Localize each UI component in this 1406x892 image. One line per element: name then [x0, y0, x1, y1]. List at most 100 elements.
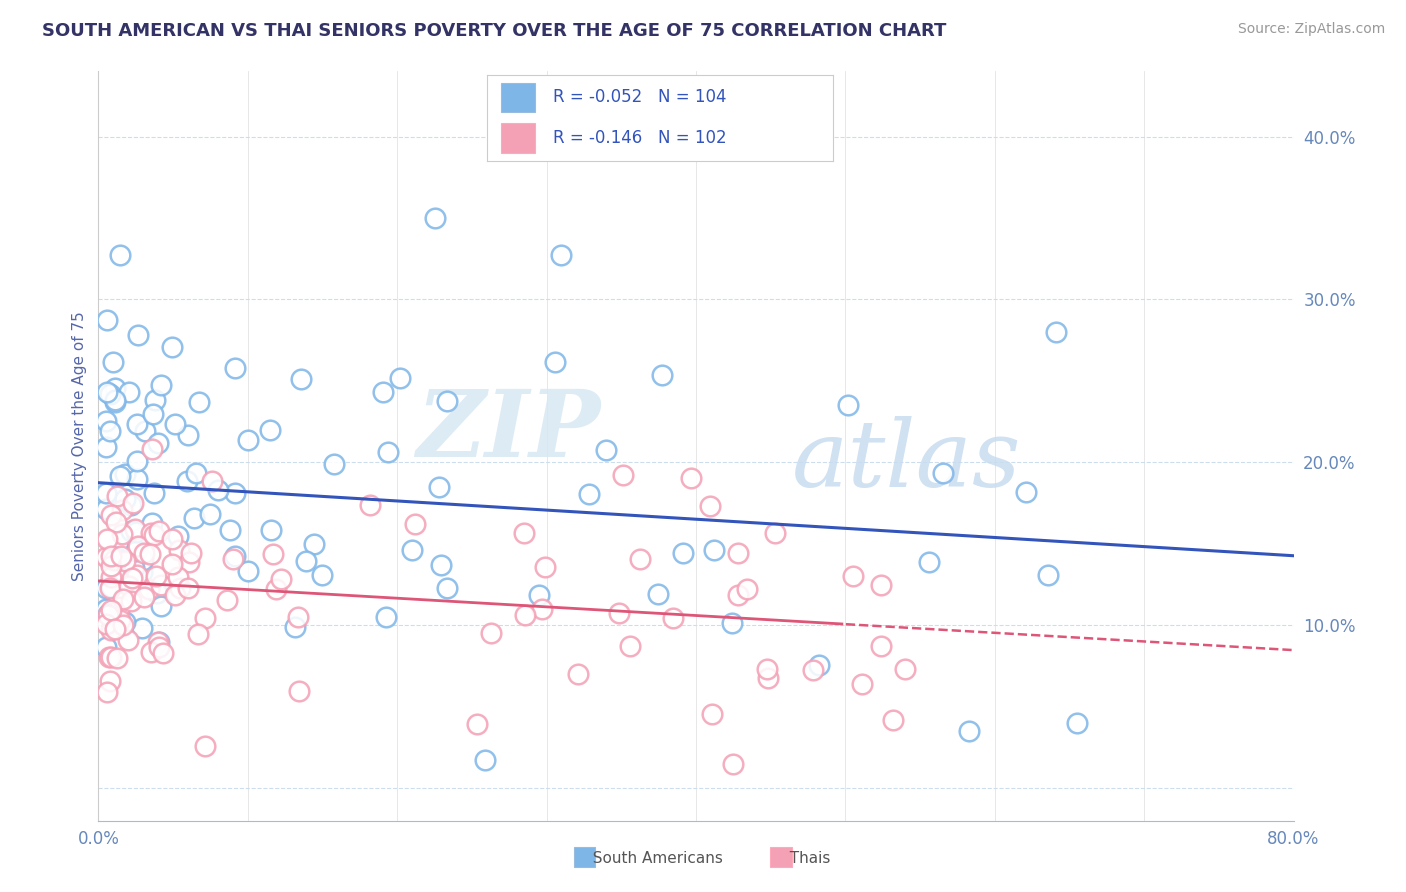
Point	[238, 433, 260, 447]
Point	[100, 603, 122, 617]
Point	[699, 500, 721, 514]
Point	[96, 601, 118, 615]
Bar	[574, 847, 595, 867]
Point	[108, 613, 131, 627]
Point	[619, 640, 641, 654]
Point	[515, 608, 537, 623]
Point	[607, 606, 630, 620]
Point	[96, 685, 118, 699]
Point	[94, 414, 117, 428]
Point	[145, 569, 167, 583]
Point	[479, 626, 502, 640]
Point	[121, 496, 143, 510]
Point	[727, 588, 749, 602]
Point	[96, 384, 118, 399]
Point	[94, 581, 117, 595]
Point	[544, 355, 567, 369]
Point	[612, 467, 634, 482]
Point	[94, 486, 117, 500]
Text: ZIP: ZIP	[416, 386, 600, 476]
Point	[1015, 485, 1038, 500]
Point	[148, 634, 170, 648]
Point	[103, 553, 125, 567]
Point	[110, 549, 132, 563]
Point	[139, 525, 162, 540]
Point	[127, 472, 149, 486]
Point	[763, 525, 786, 540]
Point	[423, 211, 446, 225]
Point	[145, 585, 167, 599]
Point	[110, 248, 132, 262]
Point	[167, 570, 190, 584]
Point	[152, 646, 174, 660]
Point	[238, 564, 260, 578]
Point	[721, 615, 744, 630]
Point	[120, 593, 142, 607]
Point	[104, 394, 127, 409]
Point	[801, 663, 824, 677]
Point	[142, 486, 165, 500]
Point	[131, 621, 153, 635]
Point	[145, 393, 167, 408]
Point	[105, 651, 128, 665]
Point	[194, 739, 217, 754]
Point	[647, 587, 669, 601]
Point	[374, 610, 396, 624]
Point	[117, 632, 139, 647]
Point	[139, 645, 162, 659]
Point	[166, 529, 188, 543]
Point	[132, 529, 155, 543]
Point	[177, 427, 200, 442]
Point	[134, 425, 156, 439]
Point	[118, 579, 141, 593]
Point	[125, 524, 148, 539]
Point	[290, 372, 312, 386]
Point	[150, 378, 173, 392]
Point	[97, 607, 120, 621]
Point	[112, 591, 135, 606]
Point	[529, 589, 551, 603]
Point	[201, 474, 224, 488]
Point	[98, 650, 121, 665]
Point	[700, 706, 723, 721]
Text: Source: ZipAtlas.com: Source: ZipAtlas.com	[1237, 22, 1385, 37]
Point	[149, 599, 172, 613]
Point	[595, 442, 617, 457]
Point	[222, 551, 245, 566]
Point	[264, 582, 287, 597]
Point	[436, 394, 458, 409]
Point	[114, 554, 136, 568]
Point	[124, 522, 146, 536]
Point	[218, 523, 240, 537]
Point	[404, 516, 426, 531]
Point	[167, 542, 190, 557]
Point	[184, 466, 207, 480]
Point	[869, 578, 891, 592]
Point	[550, 247, 572, 261]
Point	[882, 713, 904, 727]
Point	[176, 582, 198, 596]
Point	[160, 558, 183, 572]
Point	[807, 657, 830, 672]
Point	[100, 570, 122, 584]
Point	[114, 467, 136, 481]
Point	[894, 662, 917, 676]
Y-axis label: Seniors Poverty Over the Age of 75: Seniors Poverty Over the Age of 75	[72, 311, 87, 581]
Point	[169, 582, 191, 596]
Point	[672, 546, 695, 560]
Point	[114, 615, 136, 629]
Point	[703, 543, 725, 558]
Bar	[770, 847, 792, 867]
Point	[127, 539, 149, 553]
Point	[148, 524, 170, 539]
Point	[224, 360, 246, 375]
Point	[723, 756, 745, 771]
Point	[661, 610, 683, 624]
Point	[302, 537, 325, 551]
Point	[183, 511, 205, 525]
Point	[105, 549, 128, 564]
Point	[96, 312, 118, 326]
Point	[401, 543, 423, 558]
Point	[114, 492, 136, 507]
Point	[311, 567, 333, 582]
